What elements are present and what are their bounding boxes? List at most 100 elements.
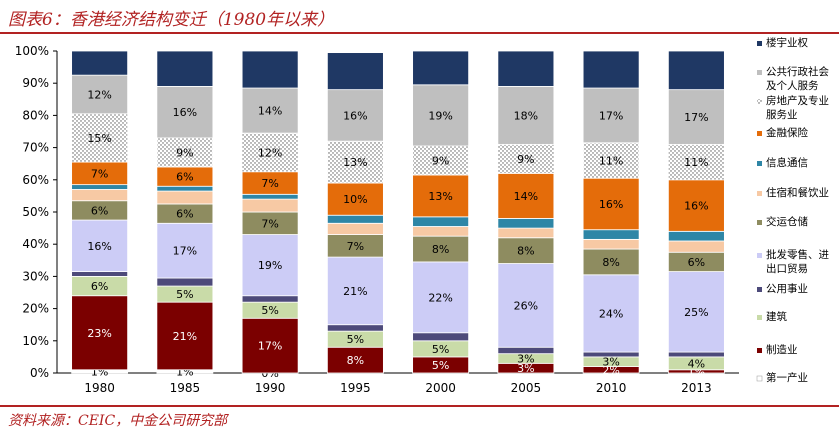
bar-segment — [412, 216, 470, 227]
bar-value-label: 21% — [343, 285, 367, 298]
legend-item: 建筑 — [757, 310, 787, 323]
bar-segment — [71, 271, 129, 277]
bar-stack-2010: 2%3% 24% 8% 16% 11% 17% — [582, 50, 640, 377]
y-tick-label: 10% — [22, 334, 49, 348]
y-tick-label: 80% — [22, 108, 49, 122]
bar-value-label: 17% — [173, 245, 197, 258]
bar-value-label: 14% — [258, 105, 282, 118]
bar-value-label: 6% — [91, 204, 108, 217]
x-tick-label: 2005 — [511, 381, 542, 395]
bar-segment — [71, 74, 129, 115]
bar-segment — [497, 237, 555, 264]
bar-stack-2000: 5% 5% 22% 8% 13% 9% 19% — [412, 50, 470, 374]
legend-label: 信息通信 — [766, 156, 808, 169]
bar-value-label: 9% — [432, 154, 449, 167]
x-tick-label: 1980 — [84, 381, 115, 395]
bar-value-label: 8% — [602, 256, 619, 269]
bar-segment — [241, 193, 299, 200]
bar-value-label: 6% — [91, 280, 108, 293]
title-divider — [0, 32, 839, 34]
bar-segment — [667, 143, 725, 181]
bar-value-label: 7% — [261, 177, 278, 190]
bar-value-label: 5% — [261, 304, 278, 317]
bar-value-label: 17% — [599, 109, 623, 122]
bar-segment — [71, 295, 129, 371]
bar-stacks: 1%23%6%16%6%7%15%12%1%21%5%17%6%6%9%16%0… — [71, 50, 725, 380]
legend-label: 金融保险 — [766, 126, 808, 139]
bar-value-label: 2% — [602, 364, 619, 377]
bar-segment — [412, 261, 470, 334]
bar-segment — [497, 227, 555, 239]
bar-value-label: 6% — [176, 208, 193, 221]
bar-segment — [156, 86, 214, 139]
legend-label: 批发零售、进 — [766, 248, 829, 261]
bar-segment — [412, 332, 470, 342]
bar-segment — [326, 324, 384, 332]
bar-segment — [412, 235, 470, 263]
legend-label: 建筑 — [766, 310, 787, 323]
bar-value-label: 3% — [517, 362, 534, 375]
legend-label: 住宿和餐饮业 — [766, 186, 829, 199]
bar-segment — [582, 87, 640, 144]
bar-segment — [582, 238, 640, 250]
bar-value-label: 9% — [176, 146, 193, 159]
bar-value-label: 8% — [432, 243, 449, 256]
bar-segment — [667, 351, 725, 358]
bar-segment — [156, 277, 214, 287]
bar-value-label: 8% — [347, 354, 364, 367]
bar-value-label: 17% — [258, 340, 282, 353]
bar-segment — [412, 84, 470, 147]
legend-item: 住宿和餐饮业 — [757, 186, 829, 199]
bar-segment — [667, 271, 725, 353]
bar-segment — [241, 234, 299, 297]
bar-segment — [582, 142, 640, 179]
bar-segment — [241, 198, 299, 213]
legend-swatch — [757, 70, 762, 75]
bar-segment — [582, 177, 640, 231]
bar-value-label: 7% — [91, 167, 108, 180]
bar-value-label: 15% — [87, 132, 111, 145]
bar-segment — [326, 346, 384, 374]
bar-value-label: 19% — [258, 259, 282, 272]
bar-segment — [326, 222, 384, 235]
bar-segment — [71, 189, 129, 202]
source-note: 资料来源：CEIC，中金公司研究部 — [8, 413, 228, 429]
bar-value-label: 16% — [599, 198, 623, 211]
legend-swatch — [756, 375, 763, 382]
bar-segment — [71, 184, 129, 190]
bar-stack-1990: 0%17%5%19%7%7%12%14% — [241, 50, 299, 380]
legend-swatch — [757, 41, 762, 46]
bar-segment — [156, 301, 214, 371]
y-tick-label: 40% — [22, 237, 49, 251]
bar-value-label: 5% — [432, 343, 449, 356]
bar-value-label: 3% — [602, 356, 619, 369]
y-tick-label: 70% — [22, 141, 49, 155]
bar-segment — [71, 50, 129, 76]
legend-swatch — [757, 315, 762, 320]
legend-swatch — [757, 253, 762, 258]
legend-label: 第一产业 — [766, 371, 808, 384]
bar-value-label: 23% — [87, 327, 111, 340]
bar-segment — [667, 89, 725, 145]
bar-segment — [497, 143, 555, 174]
bar-segment — [667, 230, 725, 242]
bar-segment — [326, 52, 384, 91]
legend-swatch — [757, 99, 762, 104]
legend-swatch — [757, 287, 762, 292]
bar-value-label: 13% — [428, 190, 452, 203]
x-tick-label: 1990 — [255, 381, 286, 395]
legend-item: 交运仓储 — [757, 215, 808, 228]
bar-segment — [667, 179, 725, 232]
bar-value-label: 3% — [517, 353, 534, 366]
bar-value-label: 16% — [343, 109, 367, 122]
bar-segment — [156, 50, 214, 87]
bar-value-label: 7% — [261, 217, 278, 230]
bar-segment — [71, 219, 129, 272]
bar-stack-1980: 1%23%6%16%6%7%15%12% — [71, 50, 129, 378]
bar-segment — [156, 185, 214, 192]
y-tick-label: 50% — [22, 205, 49, 219]
bar-value-label: 16% — [173, 106, 197, 119]
bar-value-label: 21% — [173, 330, 197, 343]
